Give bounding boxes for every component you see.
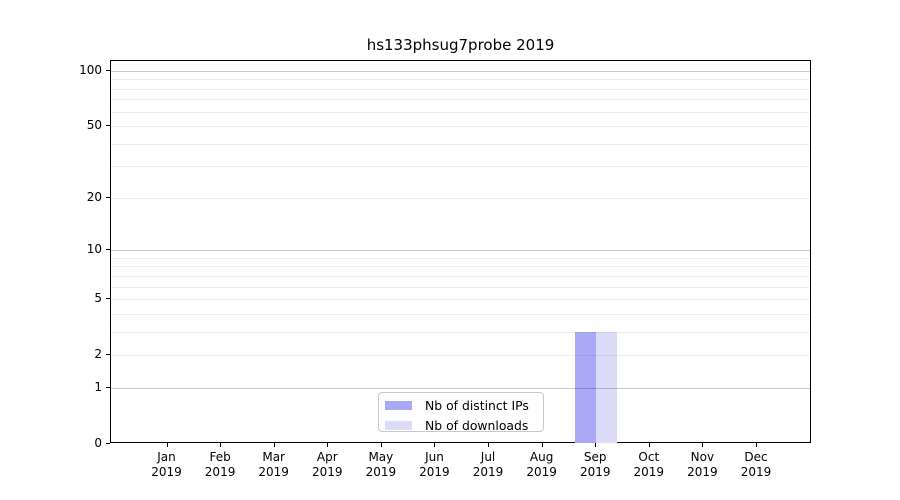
x-tick-label-year: 2019 bbox=[633, 465, 665, 479]
legend-item-downloads: Nb of downloads bbox=[379, 417, 543, 433]
x-tick-mark bbox=[702, 443, 704, 447]
x-tick-label-year: 2019 bbox=[419, 465, 450, 479]
x-tick-label-year: 2019 bbox=[687, 465, 718, 479]
x-tick-label-month: Mar bbox=[262, 450, 285, 464]
x-tick-label: Sep 2019 bbox=[564, 450, 626, 480]
major-gridline bbox=[111, 250, 810, 252]
x-tick-label-month: Feb bbox=[209, 450, 231, 464]
minor-gridline bbox=[111, 166, 810, 168]
minor-gridline bbox=[111, 355, 810, 357]
legend-item-distinct-ips: Nb of distinct IPs bbox=[379, 397, 543, 413]
x-tick-mark bbox=[380, 443, 382, 447]
legend: Nb of distinct IPs Nb of downloads bbox=[378, 392, 544, 433]
x-tick-label: Dec 2019 bbox=[725, 450, 787, 480]
x-tick-label-year: 2019 bbox=[526, 465, 557, 479]
y-tick-label: 2 bbox=[94, 347, 102, 362]
y-tick-label: 10 bbox=[86, 242, 102, 257]
legend-label-distinct-ips: Nb of distinct IPs bbox=[425, 397, 529, 413]
minor-gridline bbox=[111, 79, 810, 81]
minor-gridline bbox=[111, 99, 810, 101]
x-tick-label-month: Apr bbox=[316, 450, 338, 464]
x-tick-label-month: May bbox=[368, 450, 394, 464]
x-tick-label-month: Dec bbox=[744, 450, 768, 464]
y-tick-mark bbox=[106, 443, 110, 444]
minor-gridline bbox=[111, 275, 810, 277]
chart-title: hs133phsug7probe 2019 bbox=[366, 36, 555, 54]
y-tick-mark bbox=[106, 354, 110, 356]
x-tick-mark bbox=[327, 443, 329, 447]
x-tick-label-month: Jan bbox=[157, 450, 176, 464]
minor-gridline bbox=[111, 266, 810, 268]
minor-gridline bbox=[111, 143, 810, 145]
x-tick-label: Feb 2019 bbox=[189, 450, 251, 480]
x-tick-label: Nov 2019 bbox=[671, 450, 733, 480]
x-tick-label: Aug 2019 bbox=[511, 450, 573, 480]
legend-swatch-downloads bbox=[385, 420, 412, 430]
x-tick-label: Jul 2019 bbox=[457, 450, 519, 480]
x-tick-label-month: Oct bbox=[638, 450, 660, 464]
y-tick-mark bbox=[106, 69, 110, 71]
y-tick-label: 100 bbox=[79, 62, 102, 77]
y-tick-mark bbox=[106, 196, 110, 198]
x-tick-label-month: Nov bbox=[690, 450, 715, 464]
minor-gridline bbox=[111, 286, 810, 288]
x-tick-mark bbox=[595, 443, 597, 447]
x-tick-mark bbox=[755, 443, 757, 447]
x-tick-label-month: Sep bbox=[583, 450, 607, 464]
x-tick-mark bbox=[434, 443, 436, 447]
y-tick-mark bbox=[106, 249, 110, 251]
x-tick-label-year: 2019 bbox=[258, 465, 289, 479]
x-tick-label-year: 2019 bbox=[472, 465, 504, 479]
y-tick-mark bbox=[106, 386, 110, 388]
minor-gridline bbox=[111, 331, 810, 333]
x-tick-label-month: Aug bbox=[529, 450, 554, 464]
y-tick-label: 20 bbox=[86, 189, 102, 204]
x-tick-mark bbox=[220, 443, 222, 447]
minor-gridline bbox=[111, 126, 810, 128]
x-tick-label: Jan 2019 bbox=[136, 450, 198, 480]
x-tick-label-year: 2019 bbox=[204, 465, 236, 479]
minor-gridline bbox=[111, 88, 810, 90]
x-tick-label: Apr 2019 bbox=[296, 450, 358, 480]
plot-area bbox=[110, 60, 811, 443]
y-tick-mark bbox=[106, 298, 110, 300]
x-tick-mark bbox=[648, 443, 650, 447]
x-tick-label: Jun 2019 bbox=[403, 450, 465, 480]
y-tick-label: 5 bbox=[94, 291, 102, 306]
y-tick-label: 0 bbox=[94, 436, 102, 450]
y-tick-label: 1 bbox=[94, 379, 102, 394]
minor-gridline bbox=[111, 313, 810, 315]
x-tick-label-year: 2019 bbox=[151, 465, 182, 479]
x-tick-label-year: 2019 bbox=[579, 465, 611, 479]
minor-gridline bbox=[111, 111, 810, 113]
x-tick-label: May 2019 bbox=[350, 450, 412, 480]
bar-downloads bbox=[596, 331, 618, 443]
x-tick-mark bbox=[273, 443, 275, 447]
minor-gridline bbox=[111, 257, 810, 259]
minor-gridline bbox=[111, 299, 810, 301]
legend-label-downloads: Nb of downloads bbox=[425, 417, 529, 433]
y-tick-mark bbox=[106, 125, 110, 127]
major-gridline bbox=[111, 70, 810, 72]
bar-distinct-ips bbox=[575, 331, 597, 443]
x-tick-label-month: Jun bbox=[425, 450, 444, 464]
legend-swatch-distinct-ips bbox=[385, 400, 412, 410]
x-tick-mark bbox=[166, 443, 168, 447]
x-tick-label: Mar 2019 bbox=[243, 450, 305, 480]
x-tick-label-year: 2019 bbox=[740, 465, 772, 479]
x-tick-label-month: Jul bbox=[480, 450, 496, 464]
x-tick-label-year: 2019 bbox=[365, 465, 397, 479]
x-tick-label: Oct 2019 bbox=[618, 450, 680, 480]
y-tick-label: 50 bbox=[86, 118, 102, 133]
major-gridline bbox=[111, 387, 810, 389]
minor-gridline bbox=[111, 197, 810, 199]
x-tick-mark bbox=[541, 443, 543, 447]
x-tick-mark bbox=[488, 443, 490, 447]
x-tick-label-year: 2019 bbox=[311, 465, 343, 479]
